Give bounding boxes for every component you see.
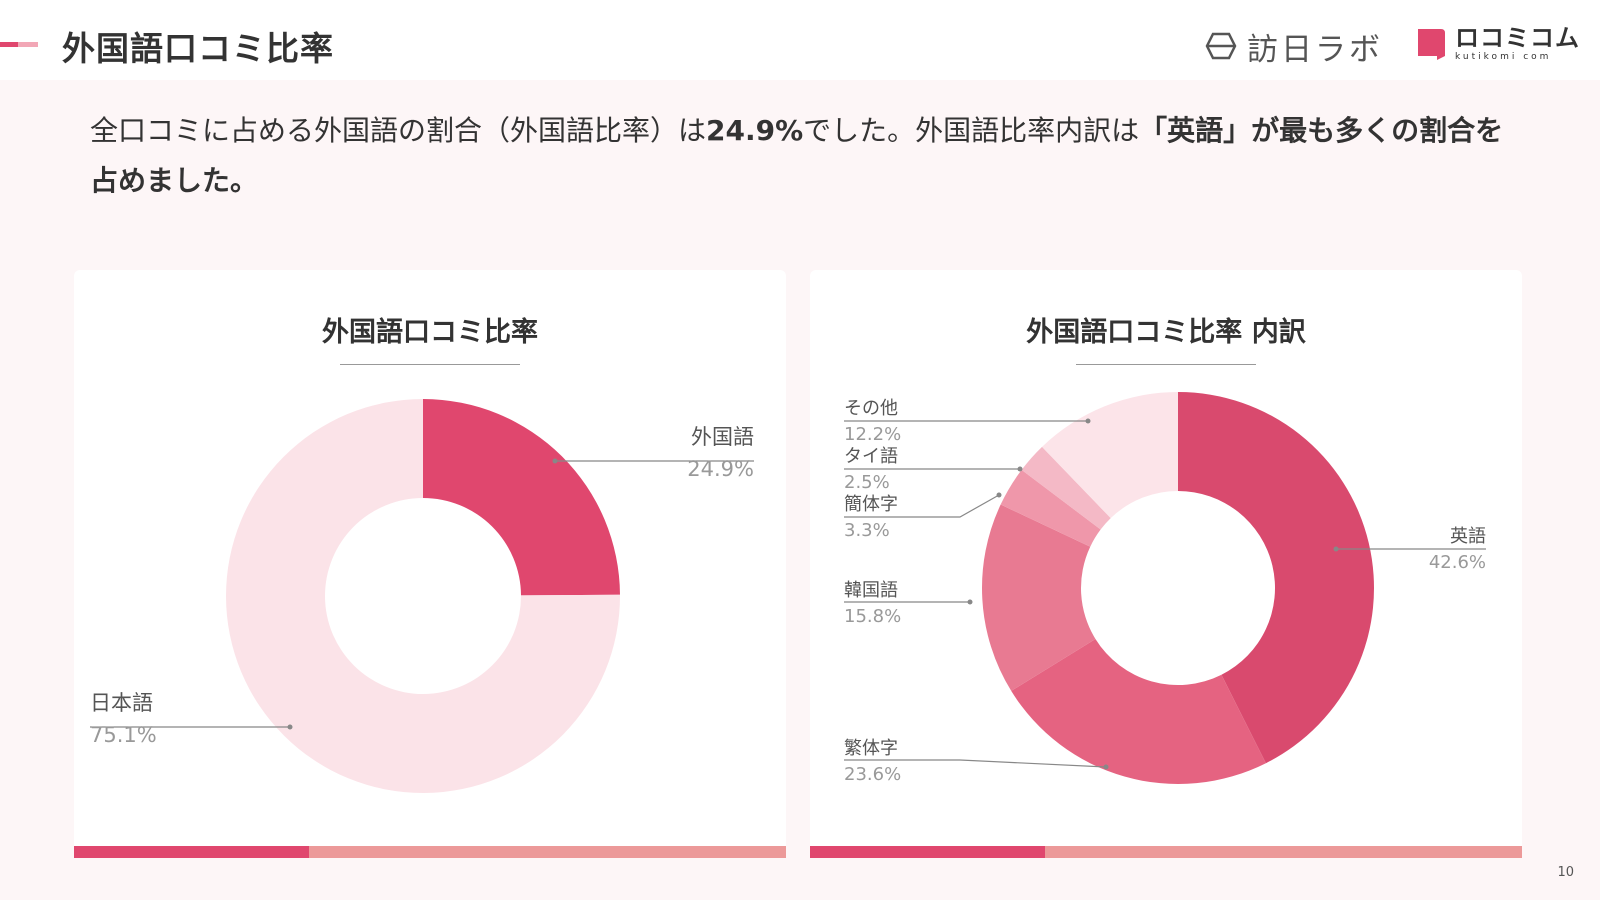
donut-slice-6 (1042, 392, 1178, 519)
leader-dot (967, 599, 973, 605)
kuchikomi-com-mark-icon (1418, 29, 1445, 60)
accent-dash (0, 42, 18, 47)
slice-label: 外国語 (691, 425, 754, 449)
kuchikomi-com-logo-text: ロコミコム (1455, 24, 1580, 52)
summary-bold-2: 「英語」が最も多くの割合を占めました。 (90, 114, 1504, 197)
donut-slice-1 (1178, 392, 1374, 764)
donut-slice-4 (1000, 469, 1101, 547)
slice-label: 韓国語 (844, 580, 898, 601)
houjin-labo-logo-text: 訪日ラボ (1247, 31, 1383, 68)
chart-title-underline (340, 364, 520, 365)
kuchikomi-com-logo: ロコミコム kutikomi com (1415, 26, 1580, 62)
card-bottom-bar (74, 846, 309, 858)
slice-value: 24.9% (687, 457, 754, 481)
slice-value: 15.8% (844, 606, 901, 627)
leader-dot (1333, 546, 1339, 552)
slice-label: 繁体字 (844, 738, 898, 759)
card-bottom-bar-light (1045, 846, 1522, 858)
accent-dash-light (18, 42, 38, 47)
foreign-ratio-card: 外国語口コミ比率 外国語 24.9% 日本語 75.1% (74, 270, 786, 858)
leader-dot (1017, 466, 1023, 472)
foreign-breakdown-card: 外国語口コミ比率 内訳 英語 42.6% 繁体字 23.6% 韓国語 15.8% 簡体字 3.… (810, 270, 1522, 858)
leader-line (844, 494, 1000, 518)
foreign-breakdown-donut-chart: 英語 42.6% 繁体字 23.6% 韓国語 15.8% 簡体字 3.3% タイ語 2.5% その他… (844, 392, 1486, 785)
slice-value: 2.5% (844, 472, 890, 493)
chart-title: 外国語口コミ比率 (322, 317, 538, 348)
summary-part-1: 全口コミに占める外国語の割合（外国語比率）は (90, 114, 707, 147)
leader-dot (552, 458, 558, 464)
slice-label: その他 (844, 398, 898, 419)
leader-dot (1103, 764, 1109, 770)
card-bottom-bar-light (309, 846, 786, 858)
kuchikomi-com-logo-subtext: kutikomi com (1455, 52, 1552, 62)
leader-line (844, 759, 1107, 768)
slice-value: 12.2% (844, 424, 901, 445)
foreign-ratio-donut-chart: 外国語 24.9% 日本語 75.1% (90, 399, 754, 793)
chart-title: 外国語口コミ比率 内訳 (1026, 317, 1306, 348)
donut-slice-2 (1011, 638, 1266, 784)
leader-dot (1085, 418, 1091, 424)
slice-label: 日本語 (90, 691, 153, 715)
leader-dot (996, 492, 1002, 498)
summary-text: 全口コミに占める外国語の割合（外国語比率）は24.9%でした。外国語比率内訳は「… (90, 106, 1520, 206)
donut-slice-3 (982, 504, 1096, 691)
slice-label: 簡体字 (844, 494, 898, 515)
page-number: 10 (1557, 865, 1574, 880)
slice-value: 75.1% (90, 723, 157, 747)
slice-value: 23.6% (844, 764, 901, 785)
summary-bold-1: 24.9% (706, 114, 804, 147)
page-title: 外国語口コミ比率 (62, 29, 334, 68)
summary-part-2: でした。外国語比率内訳は (803, 114, 1140, 147)
donut-slice-1 (423, 399, 620, 596)
slice-label: タイ語 (844, 446, 898, 467)
slice-label: 英語 (1450, 526, 1486, 547)
donut-slice-2 (225, 399, 621, 793)
header-bar: 外国語口コミ比率 訪日ラボ ロコミコム kutikomi com (0, 0, 1600, 80)
houjin-labo-mark-icon (1205, 32, 1237, 60)
slice-value: 3.3% (844, 520, 890, 541)
card-bottom-bar (810, 846, 1045, 858)
houjin-labo-logo: 訪日ラボ (1205, 28, 1383, 68)
leader-dot (287, 724, 293, 730)
chart-title-underline (1076, 364, 1256, 365)
slice-value: 42.6% (1429, 552, 1486, 573)
donut-slice-5 (1021, 446, 1111, 530)
